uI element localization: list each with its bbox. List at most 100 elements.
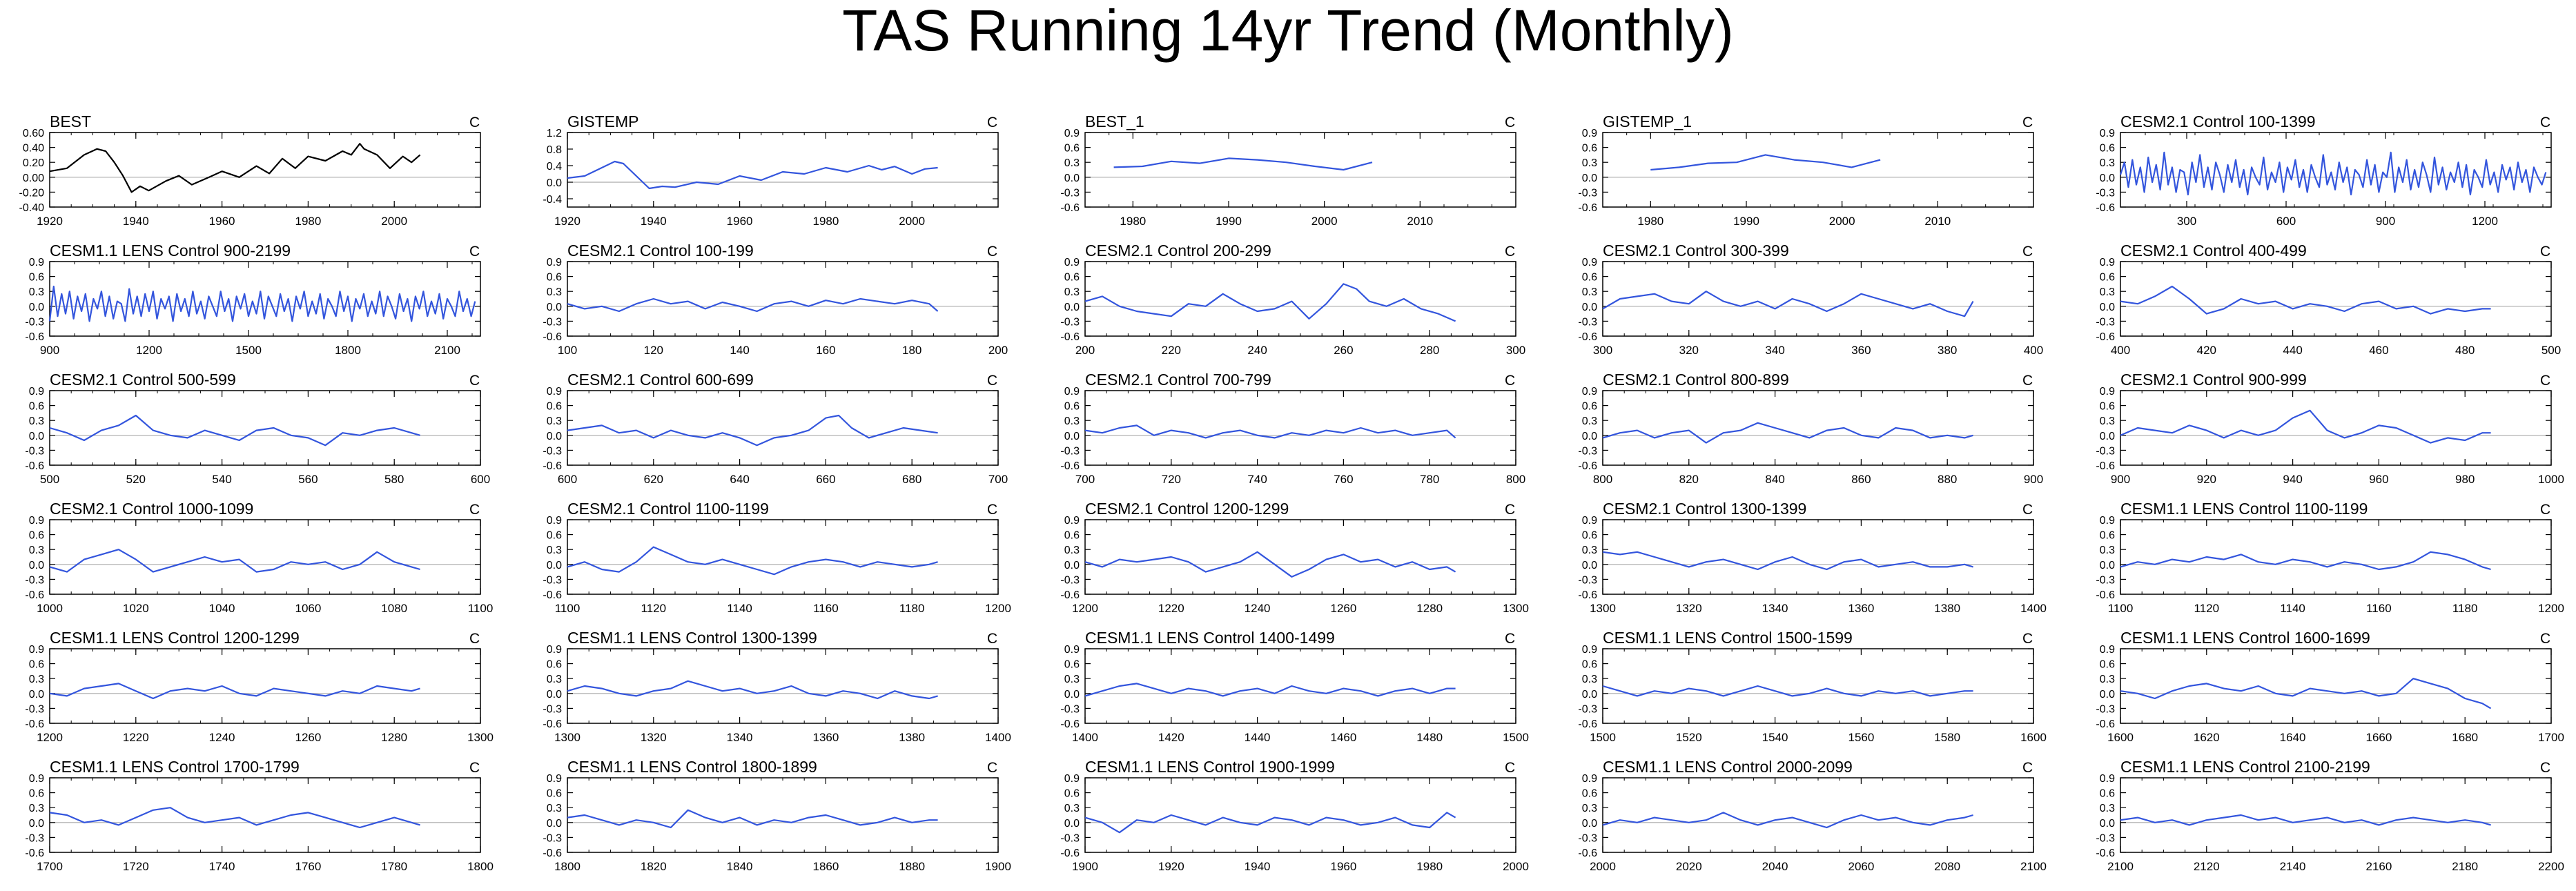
x-tick-label: 1100 (555, 602, 580, 615)
x-tick-label: 2080 (1934, 860, 1960, 873)
panel: CESM2.1 Control 200-299 C -0.6 -0.3 0.0 0.3 0.… (1060, 242, 1525, 357)
panel-unit-label: C (987, 115, 997, 130)
y-tick-label: -0.6 (2096, 718, 2115, 730)
y-tick-label: -0.3 (1060, 316, 1080, 328)
panel: CESM2.1 Control 100-1399 C -0.6 -0.3 0.0 0.3 0… (2096, 112, 2552, 228)
x-tick-label: 1200 (985, 602, 1011, 615)
y-tick-label: -0.3 (25, 445, 44, 457)
x-tick-label: 1300 (1590, 602, 1616, 615)
y-tick-label: 0.9 (547, 515, 562, 527)
y-tick-label: -0.6 (2096, 331, 2115, 343)
x-tick-label: 1340 (1762, 602, 1788, 615)
x-tick-label: 2000 (381, 215, 407, 228)
x-tick-label: 180 (902, 344, 921, 357)
y-tick-label: 0.6 (547, 401, 562, 413)
y-tick-label: 0.9 (547, 773, 562, 785)
x-tick-label: 2000 (1311, 215, 1338, 228)
panel-unit-label: C (2540, 502, 2550, 518)
series-line (49, 143, 421, 193)
panel: CESM2.1 Control 900-999 C -0.6 -0.3 0.0 0.3 0.… (2096, 371, 2564, 486)
x-tick-label: 1240 (1245, 602, 1271, 615)
x-tick-label: 2010 (1407, 215, 1433, 228)
y-tick-label: -0.6 (1578, 202, 1597, 214)
y-tick-label: 0.3 (547, 674, 562, 685)
panel: CESM1.1 LENS Control 1100-1199 C -0.6 -0.3 0… (2096, 500, 2564, 615)
x-tick-label: 2060 (1848, 860, 1874, 873)
y-tick-label: -0.6 (543, 589, 562, 601)
panel-title: GISTEMP_1 (1603, 112, 1692, 130)
series-line (1084, 283, 1456, 322)
y-tick-label: 0.0 (1064, 173, 1080, 184)
x-tick-label: 1060 (295, 602, 321, 615)
series-line (1602, 551, 1973, 571)
x-tick-label: 1960 (727, 215, 753, 228)
x-tick-label: 1220 (1158, 602, 1184, 615)
x-tick-label: 1920 (1158, 860, 1184, 873)
y-tick-label: 0.40 (23, 143, 44, 155)
y-tick-label: 0.3 (2100, 415, 2115, 427)
y-tick-label: 0.0 (1582, 818, 1597, 830)
plot-frame (567, 132, 999, 208)
x-tick-label: 460 (2369, 344, 2388, 357)
panel-unit-label: C (2022, 760, 2033, 776)
series-line (567, 546, 938, 576)
y-tick-label: 0.9 (1064, 644, 1080, 656)
x-tick-label: 1400 (2020, 602, 2047, 615)
panel-unit-label: C (2022, 115, 2033, 130)
y-tick-label: 0.9 (1064, 257, 1080, 268)
x-tick-label: 1040 (209, 602, 235, 615)
x-tick-label: 800 (1593, 473, 1612, 486)
x-tick-label: 620 (644, 473, 663, 486)
x-tick-label: 1400 (985, 731, 1011, 744)
x-tick-label: 2200 (2538, 860, 2564, 873)
x-tick-label: 1960 (1330, 860, 1356, 873)
y-tick-label: -0.4 (543, 194, 562, 206)
x-tick-label: 1800 (335, 344, 361, 357)
panel: CESM1.1 LENS Control 1900-1999 C -0.6 -0.3 0… (1060, 758, 1528, 873)
panel-unit-label: C (2540, 760, 2550, 776)
y-tick-label: 0.3 (547, 415, 562, 427)
y-tick-label: 0.9 (2100, 386, 2115, 398)
y-tick-label: 0.6 (1064, 272, 1080, 284)
x-tick-label: 1120 (641, 602, 667, 615)
y-tick-label: -0.6 (2096, 460, 2115, 472)
x-tick-label: 900 (2376, 215, 2395, 228)
y-tick-label: 0.9 (2100, 515, 2115, 527)
panel-unit-label: C (2022, 631, 2033, 647)
x-tick-label: 580 (384, 473, 404, 486)
y-tick-label: -0.6 (1060, 718, 1080, 730)
y-tick-label: -0.6 (25, 589, 44, 601)
y-tick-label: -0.6 (543, 331, 562, 343)
y-tick-label: 0.0 (29, 560, 44, 571)
panel: BEST_1 C -0.6 -0.3 0.0 0.3 0.6 0.9 1980 1990 2000 2… (1060, 112, 1516, 228)
plot-frame (1602, 519, 2034, 595)
y-tick-label: 0.6 (547, 272, 562, 284)
plot-frame (567, 390, 999, 466)
y-tick-label: 0.3 (1064, 674, 1080, 685)
y-tick-label: 0.00 (23, 173, 44, 184)
plot-frame (2120, 132, 2552, 208)
y-tick-label: 0.6 (29, 530, 44, 542)
y-tick-label: -0.3 (1060, 703, 1080, 715)
panel-unit-label: C (2540, 373, 2550, 389)
y-tick-label: 0.9 (1064, 773, 1080, 785)
x-tick-label: 1600 (2107, 731, 2134, 744)
x-tick-label: 700 (988, 473, 1008, 486)
panel: CESM1.1 LENS Control 1400-1499 C -0.6 -0.3 0… (1060, 629, 1528, 744)
x-tick-label: 1100 (468, 602, 494, 615)
x-tick-label: 1700 (37, 860, 63, 873)
panel: CESM2.1 Control 1300-1399 C -0.6 -0.3 0.0 0.3… (1578, 500, 2046, 615)
panel-unit-label: C (987, 631, 997, 647)
series-line (1602, 812, 1973, 829)
panel-title: CESM1.1 LENS Control 900-2199 (50, 242, 291, 260)
x-tick-label: 1740 (209, 860, 235, 873)
y-tick-label: -0.3 (2096, 832, 2115, 844)
y-tick-label: 0.3 (2100, 674, 2115, 685)
plot-frame (49, 132, 481, 208)
plot-frame (49, 648, 481, 724)
x-tick-label: 500 (2541, 344, 2561, 357)
y-tick-label: 0.9 (2100, 644, 2115, 656)
plot-frame (2120, 777, 2552, 853)
